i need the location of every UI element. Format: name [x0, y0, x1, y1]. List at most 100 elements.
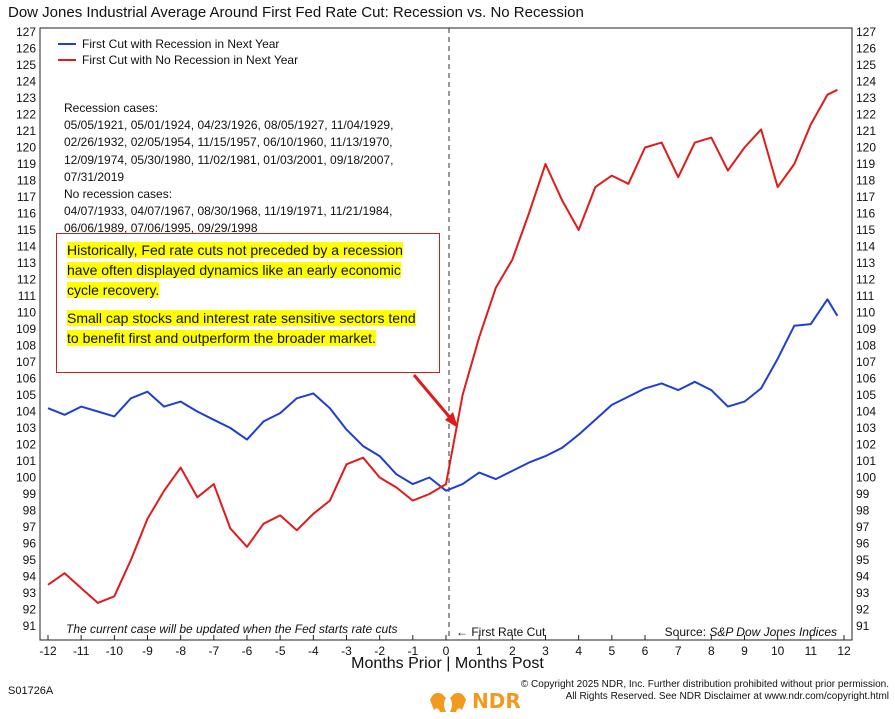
recession-cases-line: 07/31/2019	[64, 169, 125, 184]
y-tick-label-left: 121	[16, 124, 36, 138]
y-tick-label-right: 115	[856, 223, 875, 237]
y-tick-label-left: 98	[23, 504, 37, 518]
y-tick-label-right: 103	[856, 421, 876, 435]
logo-text: NDR	[472, 689, 521, 713]
source-prefix: Source:	[664, 625, 710, 639]
y-tick-label-right: 117	[856, 190, 875, 204]
recession-cases-line: 05/05/1921, 05/01/1924, 04/23/1926, 08/0…	[64, 118, 394, 133]
y-tick-label-right: 122	[856, 108, 876, 122]
y-tick-label-left: 116	[17, 207, 36, 221]
y-tick-label-right: 120	[856, 141, 876, 155]
y-tick-label-right: 93	[856, 586, 870, 600]
y-tick-label-left: 100	[16, 471, 36, 485]
x-tick-label: -7	[208, 644, 219, 658]
y-tick-label-right: 107	[856, 355, 876, 369]
y-tick-label-right: 121	[856, 124, 876, 138]
y-tick-label-left: 101	[16, 454, 36, 468]
y-tick-label-right: 114	[856, 240, 875, 254]
y-tick-label-left: 104	[16, 405, 36, 419]
y-tick-label-left: 123	[16, 91, 36, 105]
x-tick-label: 10	[771, 644, 785, 658]
chart-title: Dow Jones Industrial Average Around Firs…	[8, 4, 584, 21]
x-tick-label: 9	[741, 644, 748, 658]
x-tick-label: -2	[374, 644, 385, 658]
y-tick-label-left: 127	[16, 25, 36, 39]
x-tick-label: 7	[675, 644, 682, 658]
y-tick-label-right: 97	[856, 520, 870, 534]
x-tick-label: -1	[407, 644, 418, 658]
y-tick-label-left: 125	[16, 58, 36, 72]
x-tick-label: -6	[242, 644, 253, 658]
y-tick-label-right: 118	[856, 174, 875, 188]
y-tick-label-left: 107	[16, 355, 36, 369]
y-tick-label-right: 106	[856, 372, 876, 386]
x-tick-label: -10	[106, 644, 124, 658]
y-tick-label-right: 125	[856, 58, 876, 72]
y-axis-left: 91 92 93 94 95 96 97 98 99 100 101 102 103 104 105 106 1…	[16, 25, 36, 633]
y-tick-label-right: 101	[856, 454, 876, 468]
recession-cases-line: 02/26/1932, 02/05/1954, 11/15/1957, 06/1…	[64, 135, 393, 150]
x-axis-label: Months Prior | Months Post	[351, 655, 544, 672]
x-tick-label: 2	[509, 644, 516, 658]
copyright: © Copyright 2025 NDR, Inc. Further distr…	[521, 679, 889, 703]
y-tick-label-left: 118	[17, 174, 36, 188]
y-tick-label-left: 92	[23, 603, 37, 617]
y-tick-label-right: 112	[856, 273, 875, 287]
y-tick-label-left: 111	[18, 289, 37, 303]
y-tick-label-left: 120	[16, 141, 36, 155]
copyright-line-1: © Copyright 2025 NDR, Inc. Further distr…	[520, 679, 889, 690]
x-tick-label: 12	[837, 644, 851, 658]
y-tick-label-right: 105	[856, 388, 876, 402]
first-rate-cut-label: ← First Rate Cut	[456, 625, 546, 639]
x-tick-label: 1	[476, 644, 483, 658]
cases-list: Recession cases: 05/05/1921, 05/01/1924,…	[64, 100, 424, 238]
x-tick-label: -3	[341, 644, 352, 658]
current-case-note: The current case will be updated when th…	[66, 622, 398, 636]
y-tick-label-right: 127	[856, 25, 876, 39]
legend-swatch-no-recession	[58, 59, 76, 61]
y-tick-label-left: 114	[17, 240, 36, 254]
no-recession-cases-header: No recession cases:	[64, 187, 173, 202]
y-tick-label-left: 119	[17, 157, 36, 171]
x-tick-label: 8	[708, 644, 715, 658]
legend-swatch-recession	[58, 43, 76, 45]
recession-cases-line: 12/09/1974, 05/30/1980, 11/02/1981, 01/0…	[64, 152, 394, 167]
callout-arrow	[412, 374, 458, 428]
y-tick-label-left: 126	[16, 42, 36, 56]
callout-box: Historically, Fed rate cuts not preceded…	[56, 233, 440, 373]
y-tick-label-right: 99	[856, 487, 870, 501]
y-tick-label-left: 109	[16, 322, 36, 336]
y-axis-right: 91 92 93 94 95 96 97 98 99 100 101 102 103 104 105 106 1…	[856, 25, 876, 633]
x-tick-label: -11	[73, 644, 90, 658]
y-tick-label-left: 102	[16, 438, 36, 452]
y-tick-label-right: 102	[856, 438, 876, 452]
y-tick-label-right: 95	[856, 553, 870, 567]
y-tick-label-left: 91	[23, 619, 37, 633]
y-tick-label-left: 110	[17, 306, 36, 320]
x-tick-label: -5	[275, 644, 286, 658]
series-line-recession	[47, 298, 839, 492]
source-label: Source: S&P Dow Jones Indices	[665, 625, 837, 639]
x-axis: -12 -11 -10 -9 -8 -7 -6 -5 -4 -3 -2 -1 0 1 2 3 4 5 6 7 8 9 10 1…	[39, 635, 851, 658]
copyright-line-2: All Rights Reserved. See NDR Disclaimer …	[565, 691, 889, 702]
y-tick-label-left: 115	[17, 223, 36, 237]
x-tick-label: 0	[443, 644, 450, 658]
y-tick-label-right: 92	[856, 603, 870, 617]
x-tick-label: -4	[308, 644, 319, 658]
y-tick-label-left: 108	[16, 339, 36, 353]
y-tick-label-right: 116	[856, 207, 875, 221]
y-tick-label-left: 122	[16, 108, 36, 122]
no-recession-cases-line: 04/07/1933, 04/07/1967, 08/30/1968, 11/1…	[64, 204, 393, 219]
y-tick-label-left: 112	[17, 273, 36, 287]
callout-paragraph-2: Small cap stocks and interest rate sensi…	[67, 310, 416, 346]
y-tick-label-right: 111	[856, 289, 875, 303]
recession-cases-header: Recession cases:	[64, 101, 159, 115]
x-tick-label: 3	[542, 644, 549, 658]
x-tick-label: -8	[175, 644, 186, 658]
y-tick-label-left: 124	[16, 75, 36, 89]
y-tick-label-right: 104	[856, 405, 876, 419]
y-tick-label-left: 106	[16, 372, 36, 386]
y-tick-label-right: 109	[856, 322, 876, 336]
callout-paragraph-1: Historically, Fed rate cuts not preceded…	[67, 242, 403, 298]
